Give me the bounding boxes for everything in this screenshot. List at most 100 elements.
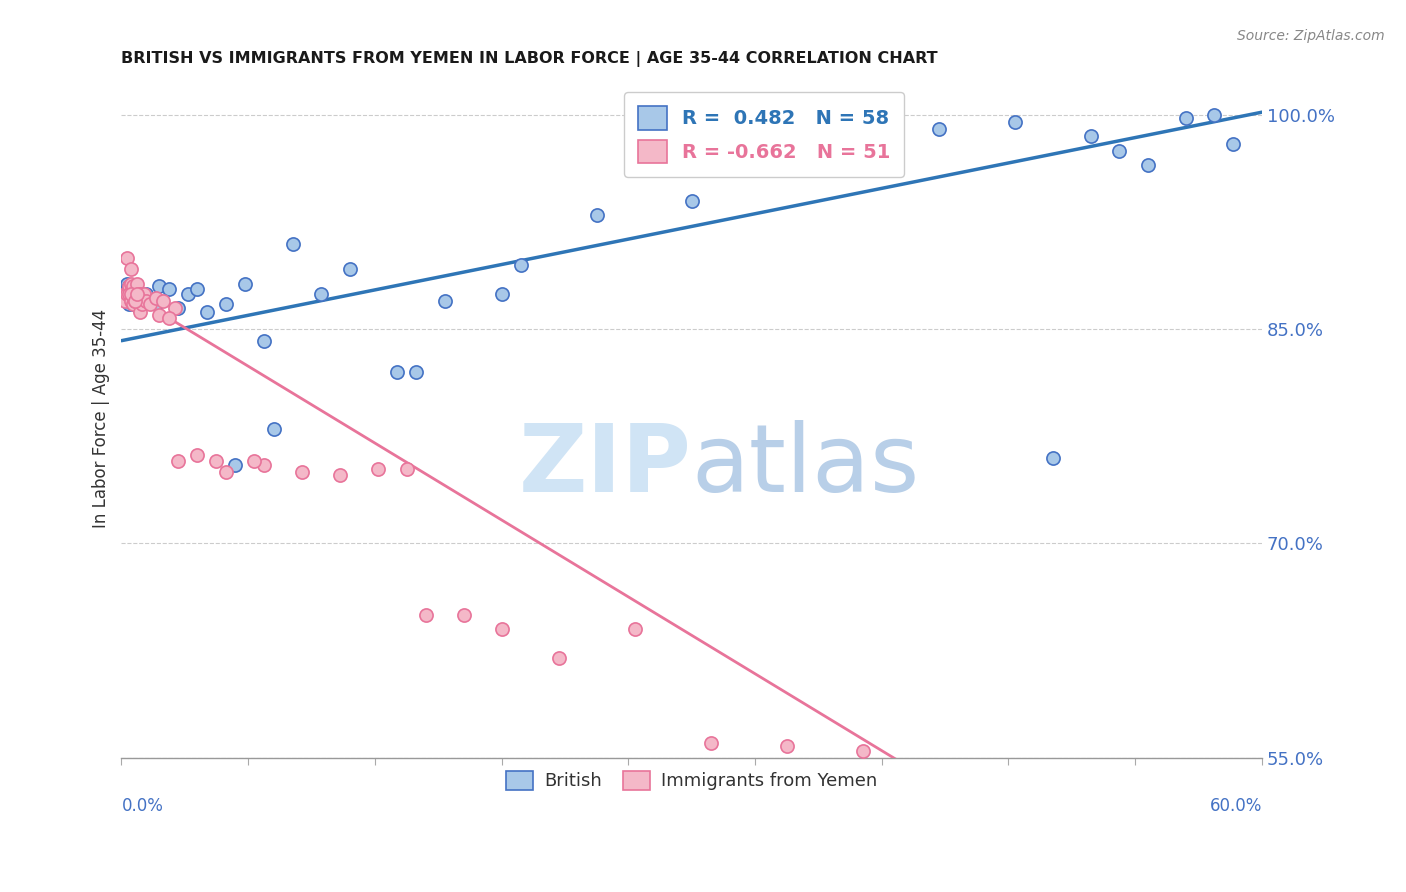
Point bbox=[125, 291, 148, 305]
Point bbox=[1108, 144, 1130, 158]
Point bbox=[120, 277, 142, 291]
Point bbox=[253, 458, 276, 472]
Point bbox=[509, 258, 531, 272]
Point bbox=[1222, 136, 1244, 151]
Y-axis label: In Labor Force | Age 35-44: In Labor Force | Age 35-44 bbox=[93, 309, 110, 528]
Point bbox=[125, 293, 148, 308]
Point bbox=[309, 286, 332, 301]
Point bbox=[128, 301, 150, 315]
Point bbox=[281, 236, 304, 251]
Point bbox=[699, 736, 721, 750]
Point bbox=[215, 465, 238, 479]
Point bbox=[139, 296, 162, 310]
Point bbox=[157, 282, 180, 296]
Point bbox=[139, 293, 162, 308]
Point bbox=[395, 462, 418, 476]
Point bbox=[1136, 158, 1159, 172]
Point bbox=[385, 365, 408, 379]
Point bbox=[118, 286, 141, 301]
Point bbox=[124, 286, 146, 301]
Point bbox=[115, 293, 138, 308]
Point bbox=[1042, 450, 1064, 465]
Point bbox=[339, 262, 361, 277]
Point bbox=[125, 286, 148, 301]
Point bbox=[224, 458, 246, 472]
Point bbox=[453, 607, 475, 622]
Point bbox=[585, 208, 607, 222]
Point bbox=[263, 422, 285, 436]
Point bbox=[118, 279, 141, 293]
Point bbox=[135, 286, 157, 301]
Point bbox=[756, 144, 779, 158]
Point bbox=[157, 310, 180, 325]
Point bbox=[491, 622, 513, 636]
Point bbox=[124, 293, 146, 308]
Point bbox=[152, 293, 174, 308]
Point bbox=[405, 365, 427, 379]
Text: 0.0%: 0.0% bbox=[121, 797, 163, 814]
Legend: British, Immigrants from Yemen: British, Immigrants from Yemen bbox=[496, 762, 886, 799]
Point bbox=[120, 285, 142, 299]
Point bbox=[120, 286, 142, 301]
Point bbox=[114, 293, 136, 308]
Point bbox=[128, 286, 150, 301]
Point bbox=[167, 301, 190, 315]
Text: BRITISH VS IMMIGRANTS FROM YEMEN IN LABOR FORCE | AGE 35-44 CORRELATION CHART: BRITISH VS IMMIGRANTS FROM YEMEN IN LABO… bbox=[121, 51, 938, 67]
Point bbox=[129, 305, 152, 319]
Point bbox=[1174, 111, 1197, 125]
Point bbox=[243, 453, 266, 467]
Point bbox=[129, 286, 152, 301]
Point bbox=[433, 293, 456, 308]
Point bbox=[134, 286, 156, 301]
Point bbox=[1080, 129, 1102, 144]
Point bbox=[125, 286, 148, 301]
Point bbox=[186, 448, 208, 462]
Point bbox=[681, 194, 703, 208]
Point bbox=[928, 122, 950, 136]
Point bbox=[928, 864, 950, 879]
Point bbox=[124, 293, 146, 308]
Point bbox=[114, 286, 136, 301]
Point bbox=[1004, 115, 1026, 129]
Point bbox=[118, 279, 141, 293]
Point bbox=[148, 308, 170, 322]
Text: 60.0%: 60.0% bbox=[1209, 797, 1263, 814]
Point bbox=[125, 277, 148, 291]
Point bbox=[134, 293, 156, 308]
Point bbox=[832, 129, 855, 144]
Point bbox=[129, 286, 152, 301]
Point bbox=[128, 291, 150, 305]
Point bbox=[291, 465, 314, 479]
Text: Source: ZipAtlas.com: Source: ZipAtlas.com bbox=[1237, 29, 1385, 43]
Point bbox=[115, 286, 138, 301]
Point bbox=[215, 296, 238, 310]
Point bbox=[120, 293, 142, 308]
Point bbox=[120, 262, 142, 277]
Point bbox=[121, 296, 143, 310]
Text: ZIP: ZIP bbox=[519, 420, 692, 512]
Point bbox=[121, 282, 143, 296]
Point bbox=[233, 277, 256, 291]
Point bbox=[329, 467, 352, 482]
Point bbox=[125, 293, 148, 308]
Point bbox=[124, 285, 146, 299]
Point bbox=[124, 286, 146, 301]
Point bbox=[163, 301, 186, 315]
Point bbox=[131, 296, 153, 310]
Point bbox=[129, 293, 152, 308]
Point bbox=[115, 277, 138, 291]
Point bbox=[415, 607, 437, 622]
Point bbox=[145, 291, 167, 305]
Point bbox=[491, 286, 513, 301]
Point bbox=[195, 305, 218, 319]
Point bbox=[124, 293, 146, 308]
Point bbox=[121, 279, 143, 293]
Point bbox=[121, 286, 143, 301]
Point bbox=[135, 293, 157, 308]
Point bbox=[177, 286, 200, 301]
Point bbox=[118, 296, 141, 310]
Point bbox=[145, 296, 167, 310]
Point bbox=[205, 453, 228, 467]
Point bbox=[167, 453, 190, 467]
Point bbox=[115, 251, 138, 265]
